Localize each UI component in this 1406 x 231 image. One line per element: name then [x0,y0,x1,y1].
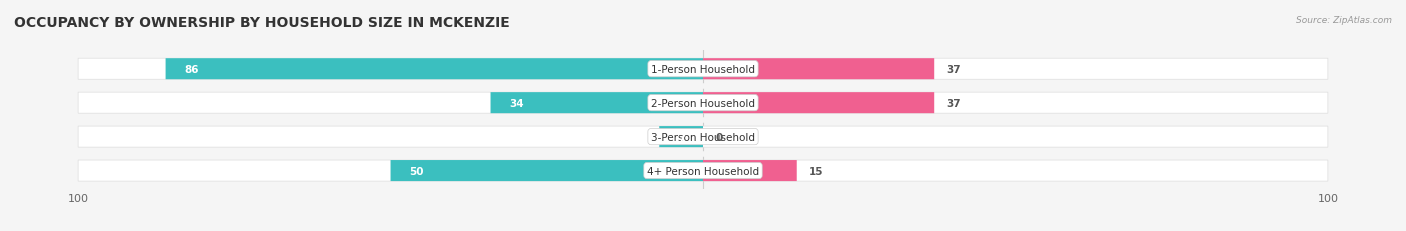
Text: 3-Person Household: 3-Person Household [651,132,755,142]
FancyBboxPatch shape [703,93,934,114]
FancyBboxPatch shape [79,127,1327,148]
FancyBboxPatch shape [79,59,1327,80]
FancyBboxPatch shape [391,160,703,181]
FancyBboxPatch shape [79,160,1327,181]
Text: OCCUPANCY BY OWNERSHIP BY HOUSEHOLD SIZE IN MCKENZIE: OCCUPANCY BY OWNERSHIP BY HOUSEHOLD SIZE… [14,16,510,30]
FancyBboxPatch shape [166,59,703,80]
Text: 34: 34 [509,98,524,108]
FancyBboxPatch shape [79,93,1327,114]
FancyBboxPatch shape [703,160,797,181]
Text: 1-Person Household: 1-Person Household [651,64,755,74]
Text: 15: 15 [810,166,824,176]
Text: 4+ Person Household: 4+ Person Household [647,166,759,176]
FancyBboxPatch shape [703,59,934,80]
FancyBboxPatch shape [659,127,703,148]
FancyBboxPatch shape [491,93,703,114]
Text: 37: 37 [946,64,962,74]
Text: Source: ZipAtlas.com: Source: ZipAtlas.com [1296,16,1392,25]
Text: 37: 37 [946,98,962,108]
Text: 2-Person Household: 2-Person Household [651,98,755,108]
Text: 7: 7 [678,132,685,142]
Text: 86: 86 [184,64,198,74]
Text: 50: 50 [409,166,423,176]
Text: 0: 0 [716,132,723,142]
